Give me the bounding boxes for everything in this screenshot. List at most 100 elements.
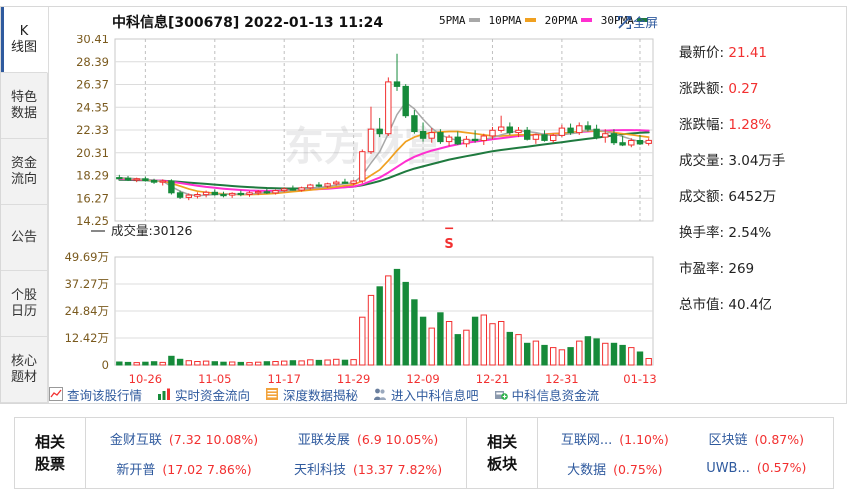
line-chart-icon [49,387,63,401]
related-sectors-title: 相关 板块 [466,418,539,488]
sidebar-item-stock-calendar[interactable]: 个股 日历 [1,271,48,337]
volume-bar [515,334,522,366]
volume-bar [229,361,236,366]
related-item-link[interactable]: 新开普 [116,462,156,478]
volume-bar [576,340,583,366]
candle [211,189,219,196]
sidebar-item-label: 个股 [10,287,37,303]
price-axis-tick: 20.31 [76,146,109,160]
x-axis-tick: 01-13 [623,372,656,386]
volume-bar [489,323,496,366]
related-item-change: (13.37 7.82%) [352,461,443,477]
candle [489,126,496,140]
link-realtime-capital-flow[interactable]: 实时资金流向 [157,385,250,404]
volume-bar [498,321,505,366]
related-title-line: 板块 [487,455,518,473]
candle [645,138,652,146]
related-sectors-block: 相关 板块 互联网... (1.10%) 区块链 (0.87%) 大数据 (0.75%) UW… [466,418,833,488]
volume-axis-tick: 0 [102,358,109,372]
related-item-link[interactable]: 互联网... [560,432,613,448]
related-item-change: (0.57%) [756,460,807,475]
related-item-link[interactable]: 天利科技 [293,462,346,478]
link-stock-capital-flow[interactable]: 中科信息资金流 [494,385,599,404]
related-stocks-title: 相关 股票 [15,418,86,488]
sidebar-item-core-topics[interactable]: 核心 题材 [1,337,48,403]
related-item-link[interactable]: UWB... [706,461,750,476]
fullscreen-button[interactable]: 全屏 [617,12,658,31]
volume-bar [645,358,652,366]
volume-bar [246,362,253,366]
volume-bar [393,268,401,366]
quote-row: 市盈率: 269 [679,251,846,287]
sidebar-item-capital-flow[interactable]: 资金 流向 [1,139,48,205]
sidebar-item-label: 线图 [10,39,37,55]
quote-value: 1.28% [724,117,772,133]
document-icon [266,388,279,400]
volume-bar [289,360,297,366]
volume-bar [567,347,574,366]
link-query-quote[interactable]: 查询该股行情 [49,385,142,404]
ma30-line [118,131,650,190]
line-chart-icon [49,387,63,401]
related-item-change: (1.10%) [619,431,669,447]
volume-bar [454,334,462,366]
sidebar-item-label: 题材 [10,369,37,385]
candle [411,110,418,134]
volume-bar [194,361,201,366]
sidebar-item-featured-data[interactable]: 特色 数据 [1,73,48,139]
candle [402,84,409,118]
quote-row: 涨跌额: 0.27 [679,71,846,107]
volume-axis-tick: 12.42万 [65,331,109,345]
related-row: 新开普 (17.02 7.86%) 天利科技 (13.37 7.82%) [92,453,460,483]
volume-bar [602,342,609,366]
volume-bar [463,329,470,366]
link-deep-data[interactable]: 深度数据揭秘 [265,385,358,404]
link-enter-forum[interactable]: 进入中科信息吧 [373,385,479,404]
sidebar-item-k-line[interactable]: K 线图 [1,7,48,73]
kline-plot-area[interactable]: 30.41 28.39 26.37 24.35 22.33 20.31 18.29 16.27… [49,35,664,401]
related-item-link[interactable]: 金财互联 [109,432,162,448]
volume-bar [628,347,635,366]
volume-bar [532,340,540,366]
quote-value: 6452万 [724,189,777,205]
candle [176,190,184,200]
price-axis-tick: 26.37 [76,78,109,92]
related-item-change: (6.9 10.05%) [356,431,439,447]
price-axis-tick: 18.29 [76,169,109,183]
volume-bar [142,361,149,366]
candle [255,190,262,196]
sidebar-item-label: 特色 [10,89,37,105]
volume-bar [428,327,435,366]
candle [263,188,271,194]
candle [602,129,609,143]
candle [428,128,435,143]
volume-bar [437,312,444,366]
related-item-link[interactable]: 区块链 [708,432,748,448]
sell-marker-label: S [444,237,453,252]
related-item-change: (0.87%) [754,431,805,447]
volume-title: 成交量:30126 [111,223,193,238]
candle [116,174,123,180]
volume-bar [176,358,184,366]
related-cell: 亚联发展 (6.9 10.05%) [276,429,460,448]
flow-icon [494,387,508,401]
related-item-link[interactable]: 亚联发展 [297,432,350,448]
page-title: 中科信息[300678] 2022-01-13 11:24 [112,15,384,31]
related-cell: 新开普 (17.02 7.86%) [92,459,276,478]
quote-value: 40.4亿 [724,297,772,313]
related-item-link[interactable]: 大数据 [567,462,607,478]
sidebar-item-label: 资金 [10,155,37,171]
x-axis-tick: 12-31 [545,372,578,386]
candle [142,176,149,182]
chart-header: 中科信息[300678] 2022-01-13 11:24 5PMA 10PMA 2… [49,7,664,35]
volume-bar [506,331,514,366]
x-axis-tick: 11-29 [337,372,370,386]
candle [289,185,297,191]
quote-label: 换手率: [679,225,725,241]
volume-bar [471,316,479,366]
volume-bar [636,351,644,366]
kline-chart-svg[interactable]: 30.41 28.39 26.37 24.35 22.33 20.31 18.29 16.27… [49,35,666,401]
document-icon [265,387,279,401]
sidebar-item-announcement[interactable]: 公告 [1,205,48,271]
volume-bar [558,349,566,366]
